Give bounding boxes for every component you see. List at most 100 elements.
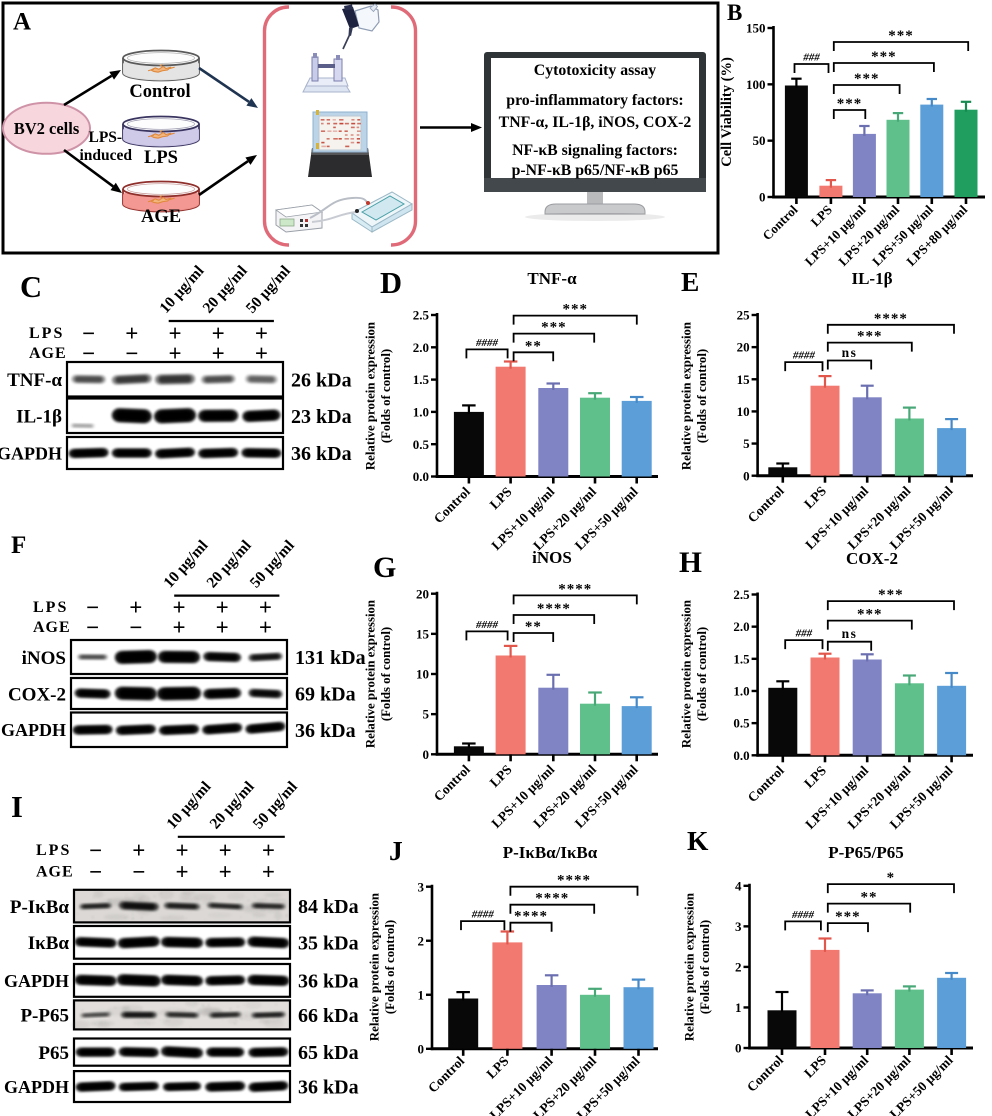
svg-text:A: A xyxy=(13,9,31,36)
svg-text:−: − xyxy=(89,860,102,885)
svg-text:####: #### xyxy=(792,350,816,362)
svg-text:ns: ns xyxy=(842,626,858,641)
svg-text:+: + xyxy=(212,341,225,366)
svg-text:4: 4 xyxy=(735,878,742,893)
svg-text:P-IκBα: P-IκBα xyxy=(10,897,70,918)
svg-text:Relative protein expression: Relative protein expression xyxy=(679,322,693,470)
svg-text:65 kDa: 65 kDa xyxy=(298,1042,359,1064)
svg-text:iNOS: iNOS xyxy=(532,548,572,567)
svg-text:Cytotoxicity assay: Cytotoxicity assay xyxy=(534,62,657,79)
svg-text:***: *** xyxy=(854,71,880,87)
svg-text:D: D xyxy=(380,266,402,300)
svg-text:+: + xyxy=(175,860,188,885)
svg-text:Relative protein expression: Relative protein expression xyxy=(367,893,381,1041)
svg-text:0: 0 xyxy=(743,468,750,483)
svg-text:C: C xyxy=(20,270,42,304)
svg-text:−: − xyxy=(86,595,99,620)
svg-text:induced: induced xyxy=(80,147,133,164)
svg-text:3: 3 xyxy=(735,919,742,934)
svg-text:***: *** xyxy=(878,587,904,603)
svg-text:####: #### xyxy=(475,619,499,631)
svg-text:COX-2: COX-2 xyxy=(846,549,898,568)
svg-text:TNF-α: TNF-α xyxy=(527,269,577,288)
svg-text:G: G xyxy=(373,551,396,584)
svg-text:LPS-: LPS- xyxy=(89,129,123,146)
svg-text:(Folds of control): (Folds of control) xyxy=(379,349,393,443)
svg-text:25: 25 xyxy=(737,308,751,323)
svg-text:150: 150 xyxy=(746,21,766,36)
svg-text:**: ** xyxy=(525,619,542,635)
svg-text:TNF-α: TNF-α xyxy=(7,370,62,391)
svg-text:K: K xyxy=(687,825,709,856)
svg-text:(Folds of control): (Folds of control) xyxy=(695,627,709,721)
svg-text:F: F xyxy=(11,532,26,559)
svg-text:Relative protein expression: Relative protein expression xyxy=(363,322,377,470)
svg-text:Cell Viability (%): Cell Viability (%) xyxy=(719,57,735,167)
svg-text:5: 5 xyxy=(423,707,430,722)
svg-text:****: **** xyxy=(558,581,592,597)
svg-text:P-P65/P65: P-P65/P65 xyxy=(828,843,904,862)
svg-text:p-NF-κB p65/NF-κB p65: p-NF-κB p65/NF-κB p65 xyxy=(512,162,679,179)
svg-text:AGE: AGE xyxy=(29,345,67,362)
svg-text:**: ** xyxy=(525,338,542,354)
svg-text:50: 50 xyxy=(753,133,766,148)
svg-text:(Folds of control): (Folds of control) xyxy=(698,920,712,1014)
svg-text:69 kDa: 69 kDa xyxy=(295,684,356,706)
svg-text:***: *** xyxy=(541,320,567,336)
svg-text:I: I xyxy=(11,790,23,824)
svg-text:+: + xyxy=(172,615,185,640)
svg-text:****: **** xyxy=(557,873,591,889)
svg-text:1.0: 1.0 xyxy=(733,684,749,699)
svg-text:1.5: 1.5 xyxy=(733,651,750,666)
svg-text:2.5: 2.5 xyxy=(733,587,750,602)
svg-text:+: + xyxy=(168,341,181,366)
svg-text:0.5: 0.5 xyxy=(733,716,750,731)
svg-text:P-IκBα/IκBα: P-IκBα/IκBα xyxy=(503,843,598,862)
svg-text:###: ### xyxy=(802,52,820,64)
svg-text:***: *** xyxy=(888,28,914,44)
svg-text:0: 0 xyxy=(735,1041,742,1056)
svg-text:****: **** xyxy=(874,311,908,327)
svg-text:IL-1β: IL-1β xyxy=(851,269,892,288)
svg-text:+: + xyxy=(132,838,145,863)
svg-text:(Folds of control): (Folds of control) xyxy=(379,627,393,721)
svg-text:1: 1 xyxy=(735,1000,742,1015)
svg-text:TNF-α, IL-1β, iNOS, COX-2: TNF-α, IL-1β, iNOS, COX-2 xyxy=(499,114,692,131)
svg-text:IκBα: IκBα xyxy=(28,933,70,954)
svg-text:2.0: 2.0 xyxy=(413,340,429,355)
svg-text:20: 20 xyxy=(416,586,429,601)
svg-text:36 kDa: 36 kDa xyxy=(298,1077,359,1099)
svg-text:−: − xyxy=(89,838,102,863)
svg-text:***: *** xyxy=(857,329,883,345)
svg-text:66 kDa: 66 kDa xyxy=(298,1005,359,1027)
svg-text:+: + xyxy=(216,595,229,620)
svg-text:2.0: 2.0 xyxy=(733,619,749,634)
svg-text:(Folds of control): (Folds of control) xyxy=(695,349,709,443)
svg-text:NF-κB signaling factors:: NF-κB signaling factors: xyxy=(512,142,678,159)
svg-text:+: + xyxy=(219,860,232,885)
svg-text:BV2 cells: BV2 cells xyxy=(14,119,80,138)
svg-text:0.5: 0.5 xyxy=(413,437,430,452)
svg-text:1: 1 xyxy=(418,987,425,1002)
svg-text:ns: ns xyxy=(842,345,858,360)
svg-text:+: + xyxy=(125,321,138,346)
svg-text:LPS: LPS xyxy=(36,842,71,859)
svg-text:GAPDH: GAPDH xyxy=(1,720,66,740)
svg-text:IL-1β: IL-1β xyxy=(16,407,62,428)
svg-text:0: 0 xyxy=(759,190,766,205)
svg-text:−: − xyxy=(125,341,138,366)
svg-text:LPS: LPS xyxy=(144,148,178,168)
svg-text:COX-2: COX-2 xyxy=(8,684,66,705)
svg-text:+: + xyxy=(259,615,272,640)
svg-text:***: *** xyxy=(837,96,863,112)
svg-text:+: + xyxy=(262,860,275,885)
svg-text:iNOS: iNOS xyxy=(22,648,66,669)
svg-text:1.0: 1.0 xyxy=(413,404,429,419)
svg-text:****: **** xyxy=(514,909,548,925)
svg-text:Relative protein expression: Relative protein expression xyxy=(682,893,696,1041)
svg-text:LPS: LPS xyxy=(33,599,68,616)
svg-text:+: + xyxy=(216,615,229,640)
svg-text:AGE: AGE xyxy=(36,864,74,881)
svg-text:36 kDa: 36 kDa xyxy=(298,970,359,992)
svg-text:36 kDa: 36 kDa xyxy=(295,720,356,742)
